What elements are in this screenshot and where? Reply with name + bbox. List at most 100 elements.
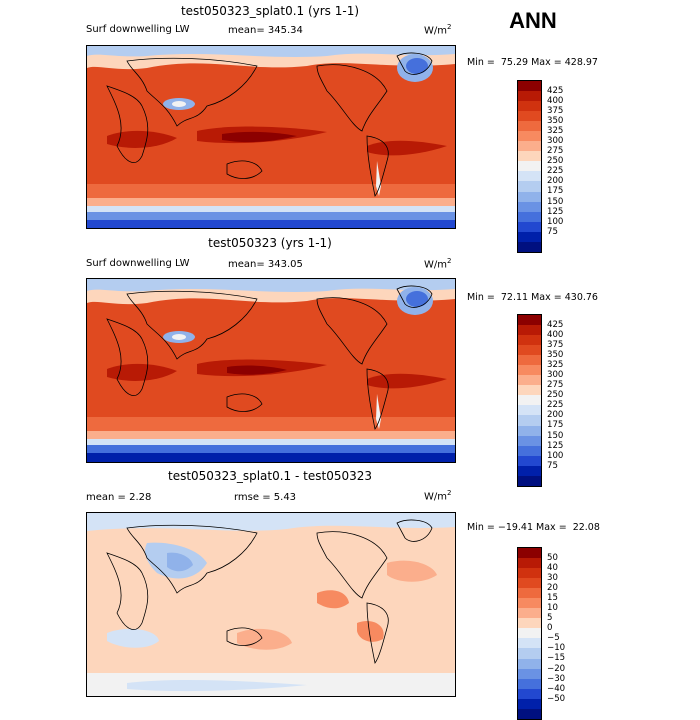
- panel3-mean: mean = 2.28: [86, 492, 152, 503]
- colorbar-tick-label: −20: [547, 663, 566, 674]
- colorbar-swatch: [518, 355, 541, 366]
- colorbar-swatch: [518, 708, 541, 719]
- colorbar-swatch: [518, 211, 541, 222]
- colorbar-swatch: [518, 698, 541, 709]
- colorbar-swatch: [518, 111, 541, 122]
- colorbar-swatch: [518, 445, 541, 456]
- panel1-map: [86, 45, 456, 229]
- colorbar-swatch: [518, 425, 541, 436]
- colorbar-tick-label: 40: [547, 563, 558, 574]
- colorbar-swatch: [518, 678, 541, 689]
- colorbar-swatch: [518, 221, 541, 232]
- colorbar-tick-label: −40: [547, 683, 566, 694]
- panel1-colorbar-labels: 425 400 375 350 325 300 275 250 225 200 175 150 125 1…: [547, 86, 563, 237]
- colorbar-swatch: [518, 608, 541, 619]
- colorbar-tick-label: 150: [547, 430, 564, 441]
- colorbar-swatch: [518, 161, 541, 172]
- panel1-minmax: Min = 75.29 Max = 428.97: [467, 57, 598, 68]
- colorbar-tick-label: 350: [547, 350, 564, 361]
- colorbar-swatch: [518, 688, 541, 699]
- colorbar-swatch: [518, 241, 541, 252]
- colorbar-swatch: [518, 171, 541, 182]
- colorbar-swatch: [518, 101, 541, 112]
- colorbar-tick-label: 30: [547, 573, 558, 584]
- colorbar-tick-label: 350: [547, 116, 564, 127]
- colorbar-tick-label: 150: [547, 196, 564, 207]
- colorbar-swatch: [518, 435, 541, 446]
- colorbar-swatch: [518, 568, 541, 579]
- colorbar-swatch: [518, 365, 541, 376]
- colorbar-swatch: [518, 465, 541, 476]
- panel1-field-label: Surf downwelling LW: [86, 24, 190, 35]
- panel3-minmax: Min = −19.41 Max = 22.08: [467, 522, 600, 533]
- colorbar-swatch: [518, 395, 541, 406]
- colorbar-swatch: [518, 201, 541, 212]
- colorbar-tick-label: −50: [547, 693, 566, 704]
- colorbar-tick-label: 300: [547, 136, 564, 147]
- colorbar-tick-label: 50: [547, 553, 558, 563]
- panel3-units: W/m2: [424, 489, 452, 503]
- colorbar-swatch: [518, 231, 541, 242]
- colorbar-tick-label: 5: [547, 613, 553, 624]
- colorbar-tick-label: 425: [547, 320, 564, 330]
- colorbar-tick-label: 400: [547, 96, 564, 107]
- colorbar-swatch: [518, 628, 541, 639]
- colorbar-tick-label: −10: [547, 643, 566, 654]
- colorbar-tick-label: 250: [547, 390, 564, 401]
- panel3-map: [86, 512, 456, 697]
- panel1-mean: mean= 345.34: [228, 25, 303, 36]
- colorbar-tick-label: 100: [547, 216, 564, 227]
- panel2-minmax: Min = 72.11 Max = 430.76: [467, 292, 598, 303]
- colorbar-swatch: [518, 455, 541, 466]
- colorbar-tick-label: 75: [547, 460, 558, 471]
- panel2-colorbar: [517, 314, 542, 487]
- colorbar-swatch: [518, 345, 541, 356]
- panel3-colorbar-labels: 50 40 30 20 15 10 5 0 −5 −10 −15 −20 −30 −40 −50: [547, 553, 565, 704]
- colorbar-swatch: [518, 335, 541, 346]
- colorbar-swatch: [518, 315, 541, 326]
- colorbar-swatch: [518, 598, 541, 609]
- colorbar-tick-label: −15: [547, 653, 566, 664]
- colorbar-tick-label: 100: [547, 450, 564, 461]
- colorbar-tick-label: 300: [547, 370, 564, 381]
- colorbar-swatch: [518, 181, 541, 192]
- colorbar-tick-label: 125: [547, 206, 564, 217]
- colorbar-tick-label: 250: [547, 156, 564, 167]
- colorbar-swatch: [518, 618, 541, 629]
- colorbar-tick-label: −30: [547, 673, 566, 684]
- panel1-units: W/m2: [424, 23, 452, 37]
- panel2-units: W/m2: [424, 257, 452, 271]
- panel3-title: test050323_splat0.1 - test050323: [167, 469, 372, 483]
- colorbar-tick-label: 275: [547, 146, 564, 157]
- colorbar-tick-label: 125: [547, 440, 564, 451]
- colorbar-swatch: [518, 151, 541, 162]
- colorbar-swatch: [518, 475, 541, 486]
- colorbar-tick-label: 20: [547, 583, 558, 594]
- colorbar-swatch: [518, 548, 541, 559]
- colorbar-swatch: [518, 81, 541, 92]
- panel2-title: test050323 (yrs 1-1): [208, 236, 332, 250]
- panel1-colorbar: [517, 80, 542, 253]
- colorbar-swatch: [518, 91, 541, 102]
- colorbar-swatch: [518, 131, 541, 142]
- colorbar-swatch: [518, 638, 541, 649]
- colorbar-tick-label: −5: [547, 633, 560, 644]
- colorbar-tick-label: 75: [547, 226, 558, 237]
- colorbar-swatch: [518, 668, 541, 679]
- panel1-title: test050323_splat0.1 (yrs 1-1): [180, 4, 360, 18]
- colorbar-swatch: [518, 141, 541, 152]
- colorbar-tick-label: 400: [547, 330, 564, 341]
- colorbar-tick-label: 0: [547, 623, 553, 634]
- panel2-field-label: Surf downwelling LW: [86, 258, 190, 269]
- panel3-rmse: rmse = 5.43: [234, 492, 297, 503]
- colorbar-swatch: [518, 558, 541, 569]
- panel2-map: [86, 278, 456, 463]
- colorbar-swatch: [518, 375, 541, 386]
- colorbar-tick-label: 10: [547, 603, 558, 614]
- panel3-colorbar: [517, 547, 542, 720]
- colorbar-swatch: [518, 325, 541, 336]
- colorbar-tick-label: 175: [547, 186, 564, 197]
- colorbar-swatch: [518, 658, 541, 669]
- colorbar-swatch: [518, 415, 541, 426]
- colorbar-tick-label: 225: [547, 400, 564, 411]
